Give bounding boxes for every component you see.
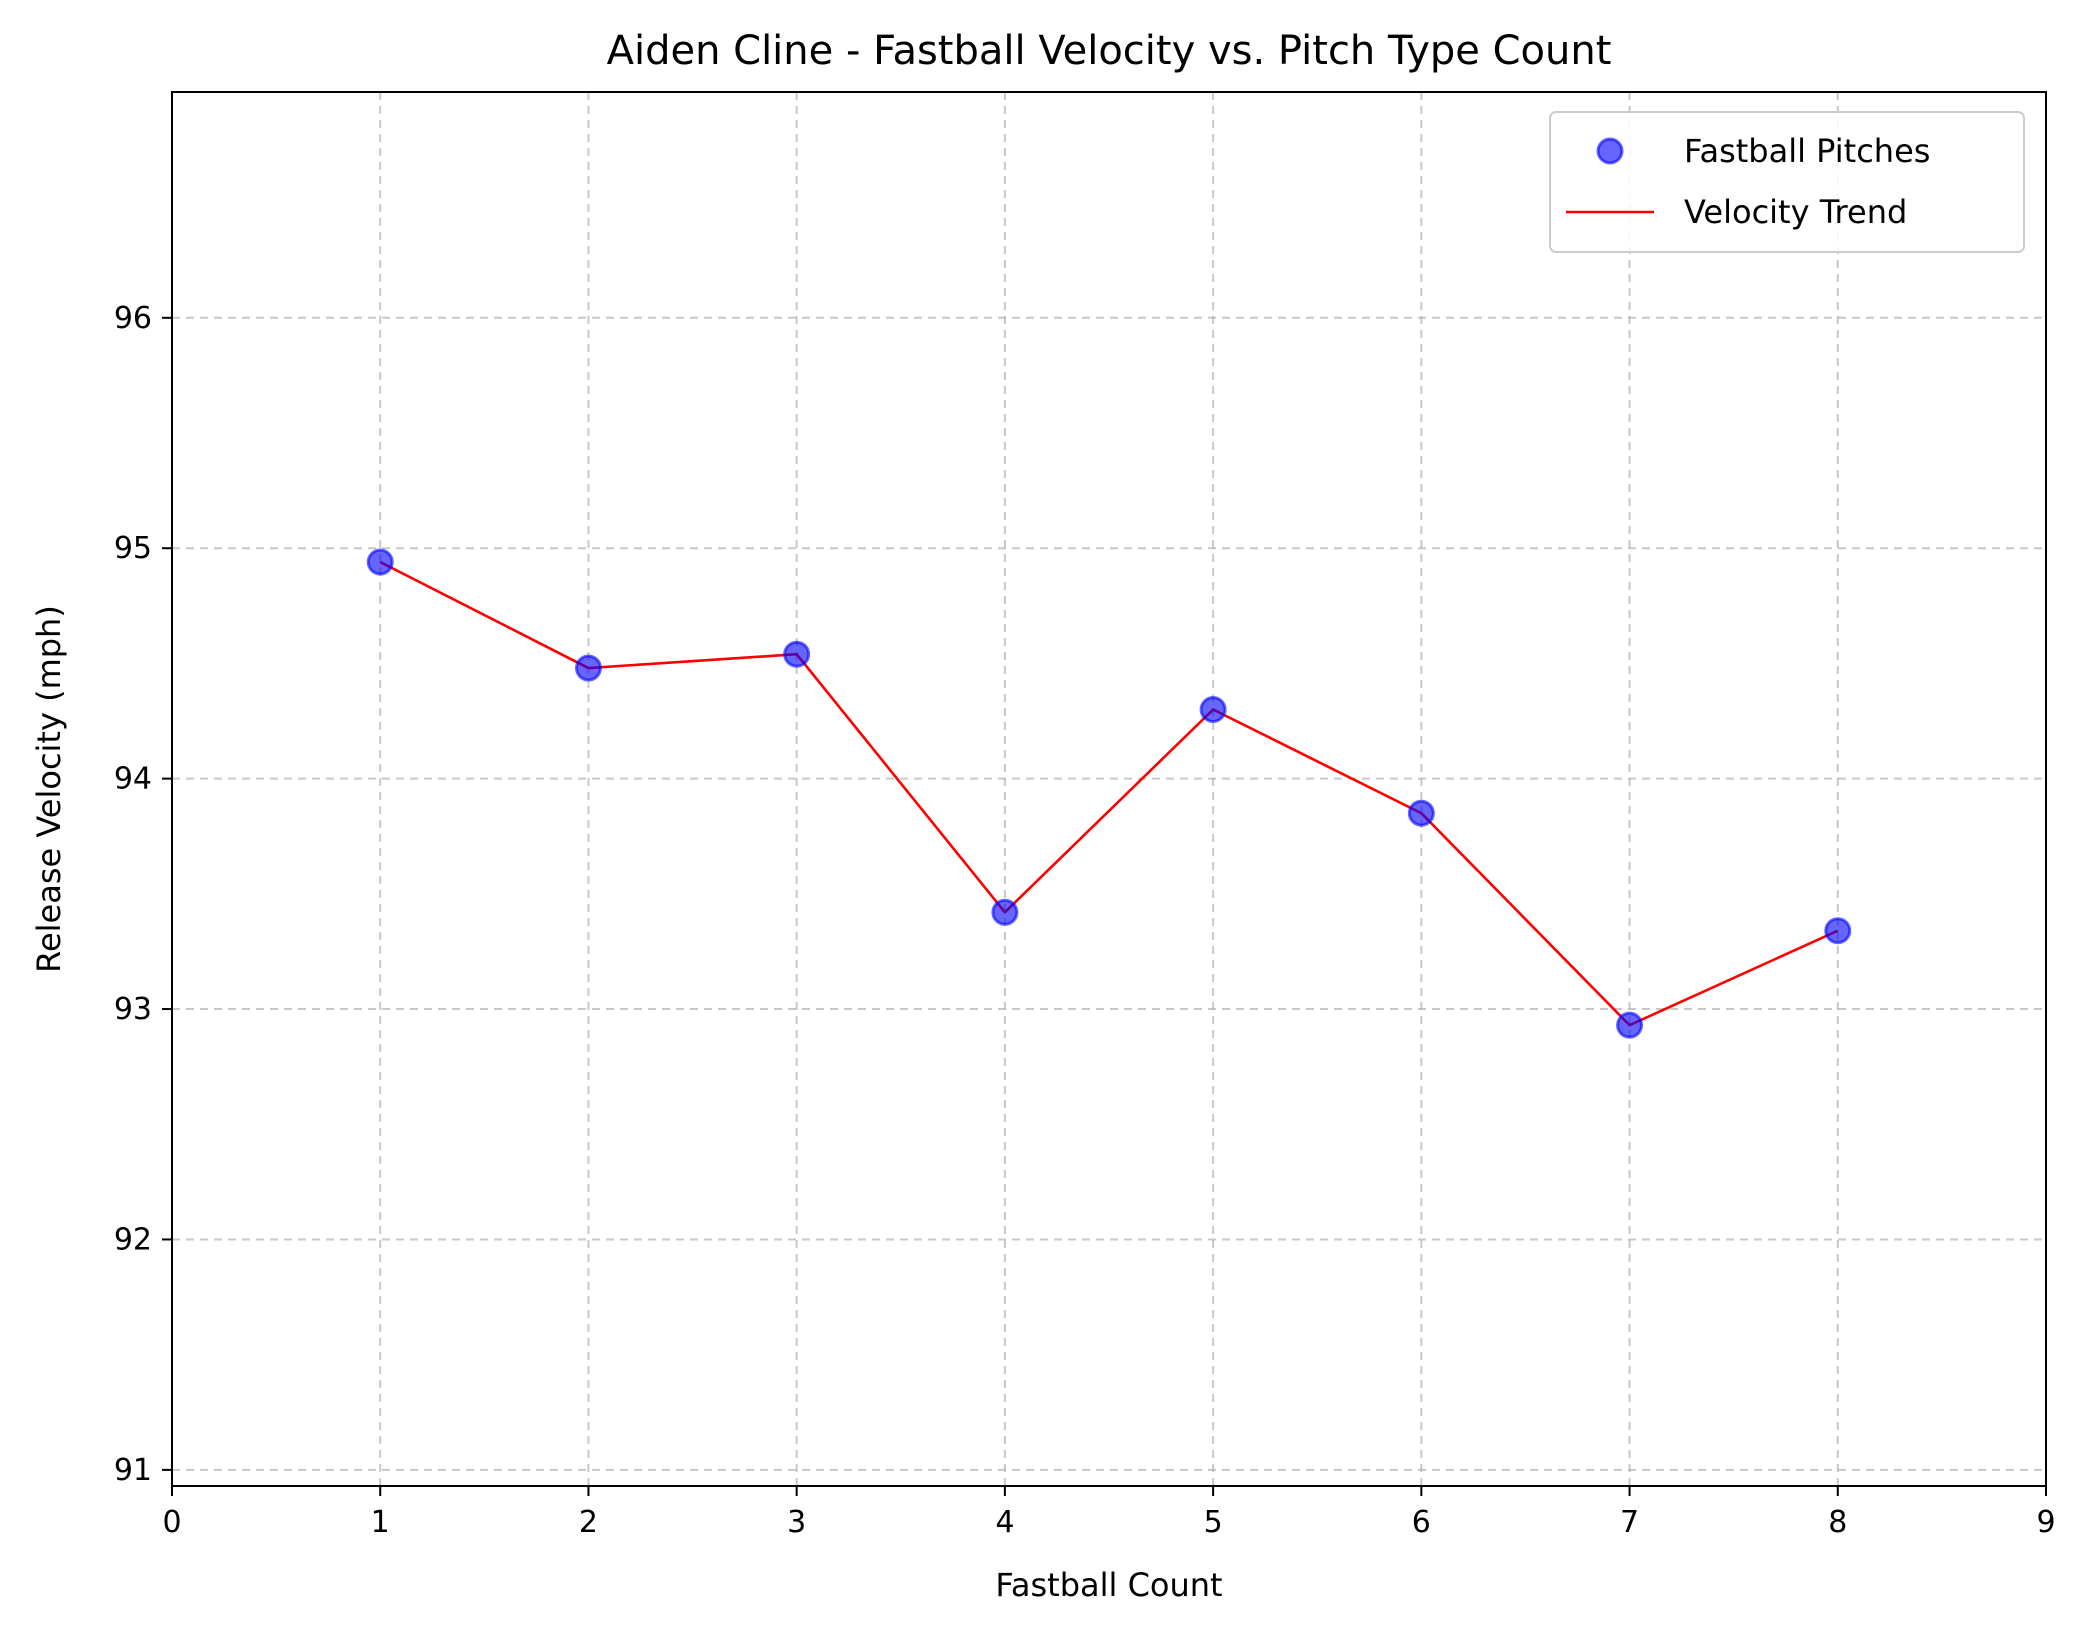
fastball-pitch-point bbox=[1616, 1011, 1644, 1039]
series-layer bbox=[366, 548, 1852, 1039]
fastball-pitch-point bbox=[574, 654, 602, 682]
x-tick-label: 2 bbox=[579, 1505, 598, 1540]
ticks: 0 1 2 3 4 5 6 7 8 9 91 92 93 94 95 96 bbox=[114, 301, 2056, 1540]
y-tick-label: 94 bbox=[114, 762, 152, 797]
y-axis-title: Release Velocity (mph) bbox=[30, 605, 68, 973]
fastball-pitch-point bbox=[991, 898, 1019, 926]
fastball-pitch-point bbox=[1199, 696, 1227, 724]
legend-marker-fastball-pitches bbox=[1596, 137, 1624, 165]
legend-label-velocity-trend: Velocity Trend bbox=[1684, 193, 1907, 231]
fastball-pitch-point bbox=[1824, 917, 1852, 945]
grid bbox=[171, 92, 2047, 1486]
x-tick-label: 7 bbox=[1620, 1505, 1639, 1540]
x-tick-label: 5 bbox=[1204, 1505, 1223, 1540]
x-tick-label: 9 bbox=[2036, 1505, 2055, 1540]
x-tick-label: 6 bbox=[1412, 1505, 1431, 1540]
legend: Fastball Pitches Velocity Trend bbox=[1549, 111, 2025, 253]
y-tick-label: 92 bbox=[114, 1222, 152, 1257]
y-tick-label: 91 bbox=[114, 1453, 152, 1488]
fastball-pitch-point bbox=[366, 548, 394, 576]
legend-box bbox=[1549, 111, 2025, 253]
fastball-pitch-point bbox=[1407, 799, 1435, 827]
fastball-pitch-point bbox=[783, 640, 811, 668]
y-tick-label: 95 bbox=[114, 531, 152, 566]
y-tick-label: 96 bbox=[114, 301, 152, 336]
chart-title: Aiden Cline - Fastball Velocity vs. Pitc… bbox=[607, 28, 1612, 74]
x-axis-title: Fastball Count bbox=[995, 1566, 1222, 1604]
legend-label-fastball-pitches: Fastball Pitches bbox=[1684, 132, 1930, 170]
x-tick-label: 1 bbox=[371, 1505, 390, 1540]
x-tick-label: 0 bbox=[162, 1505, 181, 1540]
plot-frame bbox=[171, 91, 2047, 1487]
y-tick-label: 93 bbox=[114, 992, 152, 1027]
velocity-trend-line bbox=[379, 560, 1839, 1027]
x-tick-label: 8 bbox=[1828, 1505, 1847, 1540]
x-tick-label: 4 bbox=[995, 1505, 1014, 1540]
x-tick-label: 3 bbox=[787, 1505, 806, 1540]
